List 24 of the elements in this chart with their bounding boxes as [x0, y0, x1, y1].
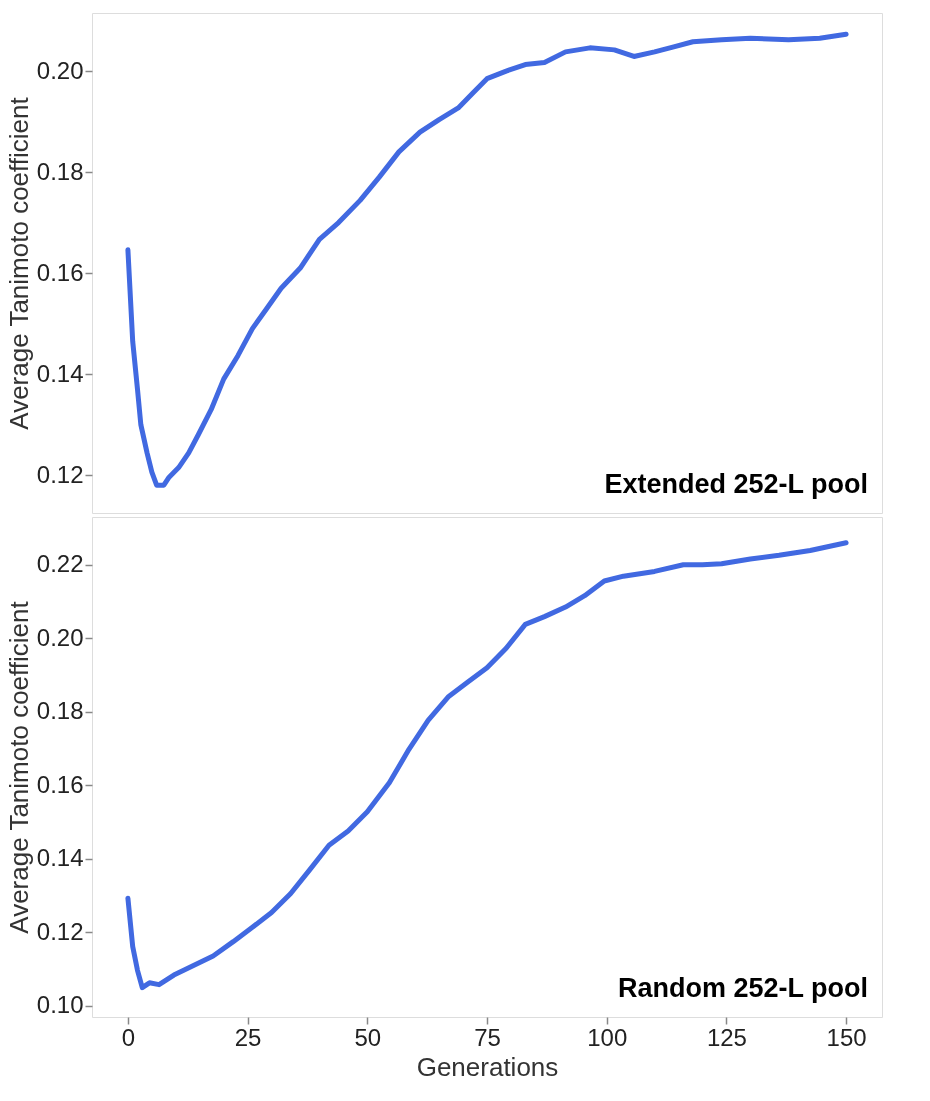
x-tick-label: 125	[706, 1023, 747, 1051]
y-tick-label: 0.12	[36, 917, 84, 945]
y-tick-label: 0.14	[36, 844, 84, 872]
x-tick-label: 0	[121, 1023, 136, 1051]
y-tick-label: 0.20	[36, 623, 84, 651]
y-tick-label: 0.20	[36, 56, 84, 84]
y-axis-title: Average Tanimoto coefficient	[3, 600, 34, 934]
y-tick-label: 0.22	[36, 550, 84, 578]
y-tick-label: 0.14	[36, 359, 84, 387]
x-tick-label: 100	[587, 1023, 628, 1051]
y-tick-label: 0.18	[36, 697, 84, 725]
annotation: Extended 252-L pool	[604, 469, 868, 499]
x-tick-label: 25	[234, 1023, 262, 1051]
x-tick-label: 150	[826, 1023, 867, 1051]
annotation: Random 252-L pool	[617, 973, 868, 1003]
y-tick-label: 0.16	[36, 770, 84, 798]
x-tick-label: 75	[474, 1023, 501, 1051]
y-tick-label: 0.12	[36, 460, 84, 488]
x-axis-title: Generations	[416, 1051, 559, 1082]
y-axis-title: Average Tanimoto coefficient	[3, 96, 34, 430]
x-tick-label: 50	[354, 1023, 382, 1051]
y-tick-label: 0.16	[36, 258, 84, 286]
y-tick-label: 0.10	[36, 991, 84, 1019]
y-tick-label: 0.18	[36, 157, 84, 185]
